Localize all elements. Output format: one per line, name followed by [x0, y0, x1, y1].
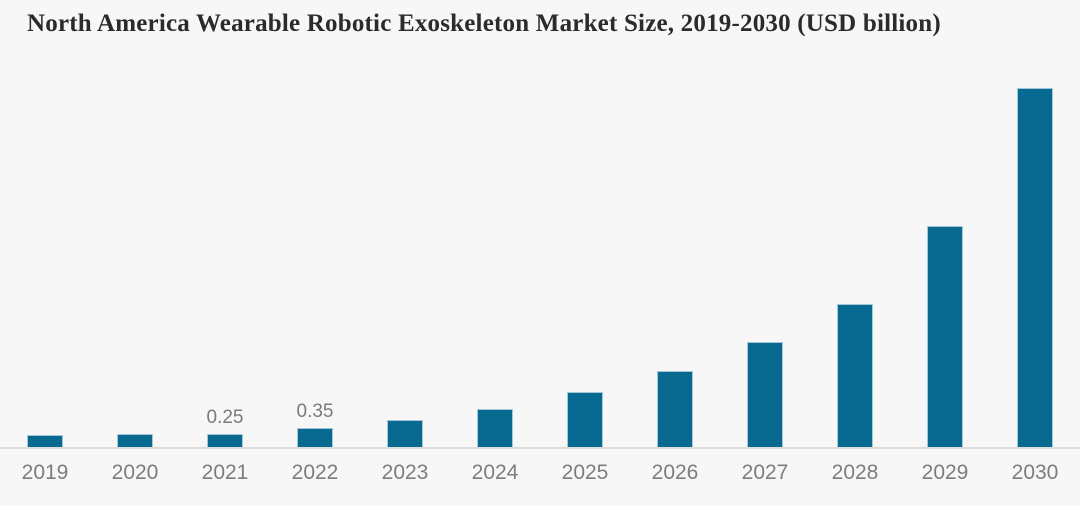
x-tick-2029: 2029	[921, 461, 969, 484]
bar-2019	[27, 435, 63, 448]
bar-2026	[657, 370, 693, 448]
data-label-2021: 0.25	[206, 406, 244, 428]
plot-area: 0.25 0.35	[0, 58, 1080, 448]
bar-2020	[117, 434, 153, 448]
bar-column-2022: 0.35	[270, 401, 360, 448]
bar-column-2029	[900, 225, 990, 448]
x-axis-tick-labels: 2019 2020 2021 2022 2023 2024 2025 2026 2027 2028…	[0, 461, 1080, 485]
bar-column-2025	[540, 392, 630, 448]
x-tick-2019: 2019	[21, 461, 69, 484]
x-tick-2028: 2028	[831, 461, 879, 484]
bar-2024	[477, 409, 513, 448]
bar-column-2020	[90, 434, 180, 448]
bar-2021: 0.25	[207, 407, 243, 448]
x-axis-line	[0, 447, 1080, 449]
data-label-2022: 0.35	[296, 400, 334, 422]
x-tick-2021: 2021	[201, 461, 249, 484]
bar-column-2024	[450, 409, 540, 448]
x-tick-2023: 2023	[381, 461, 429, 484]
bar-column-2030	[990, 88, 1080, 448]
bar-column-2028	[810, 304, 900, 448]
bar-2023	[387, 419, 423, 448]
bar-2029	[927, 225, 963, 448]
bar-2030	[1017, 88, 1053, 448]
bar-2022: 0.35	[297, 401, 333, 448]
bar-column-2023	[360, 419, 450, 448]
x-tick-2020: 2020	[111, 461, 159, 484]
x-tick-2025: 2025	[561, 461, 609, 484]
chart-title: North America Wearable Robotic Exoskelet…	[27, 10, 941, 37]
bar-2028	[837, 304, 873, 448]
x-tick-2027: 2027	[741, 461, 789, 484]
x-tick-2024: 2024	[471, 461, 519, 484]
bar-column-2021: 0.25	[180, 407, 270, 448]
bar-2025	[567, 392, 603, 448]
bar-2027	[747, 342, 783, 448]
bar-column-2026	[630, 370, 720, 448]
x-tick-2030: 2030	[1011, 461, 1059, 484]
x-tick-2022: 2022	[291, 461, 339, 484]
bar-column-2019	[0, 435, 90, 448]
bar-column-2027	[720, 342, 810, 448]
x-tick-2026: 2026	[651, 461, 699, 484]
